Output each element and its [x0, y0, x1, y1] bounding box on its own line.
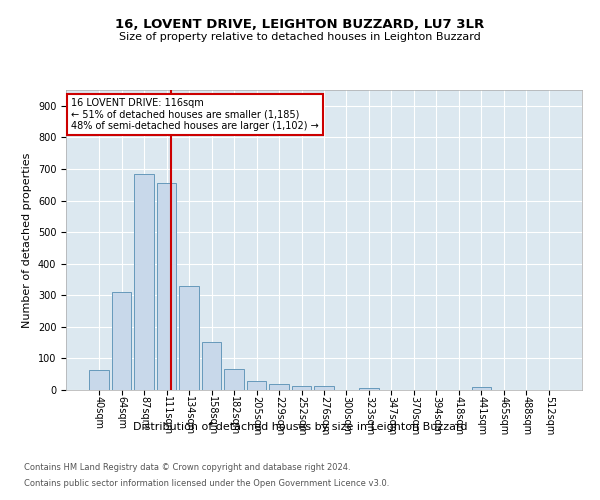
- Bar: [179, 286, 199, 390]
- Bar: [314, 386, 334, 390]
- Text: Size of property relative to detached houses in Leighton Buzzard: Size of property relative to detached ho…: [119, 32, 481, 42]
- Text: Contains public sector information licensed under the Open Government Licence v3: Contains public sector information licen…: [24, 478, 389, 488]
- Text: Contains HM Land Registry data © Crown copyright and database right 2024.: Contains HM Land Registry data © Crown c…: [24, 464, 350, 472]
- Bar: [112, 292, 131, 390]
- Bar: [224, 370, 244, 390]
- Bar: [472, 387, 491, 390]
- Text: Distribution of detached houses by size in Leighton Buzzard: Distribution of detached houses by size …: [133, 422, 467, 432]
- Text: 16 LOVENT DRIVE: 116sqm
← 51% of detached houses are smaller (1,185)
48% of semi: 16 LOVENT DRIVE: 116sqm ← 51% of detache…: [71, 98, 319, 130]
- Bar: [157, 183, 176, 390]
- Bar: [292, 386, 311, 390]
- Bar: [89, 370, 109, 390]
- Bar: [202, 342, 221, 390]
- Bar: [134, 174, 154, 390]
- Bar: [359, 388, 379, 390]
- Y-axis label: Number of detached properties: Number of detached properties: [22, 152, 32, 328]
- Bar: [247, 380, 266, 390]
- Bar: [269, 384, 289, 390]
- Text: 16, LOVENT DRIVE, LEIGHTON BUZZARD, LU7 3LR: 16, LOVENT DRIVE, LEIGHTON BUZZARD, LU7 …: [115, 18, 485, 30]
